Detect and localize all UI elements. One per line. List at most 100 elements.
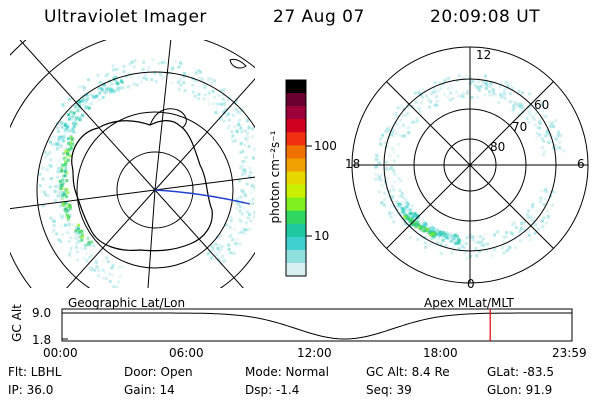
aurora-pixel xyxy=(445,234,449,238)
aurora-pixel xyxy=(253,147,255,151)
aurora-pixel xyxy=(436,89,440,93)
aurora-pixel xyxy=(65,127,69,131)
aurora-pixel xyxy=(422,226,426,230)
aurora-pixel xyxy=(541,102,545,105)
aurora-pixel xyxy=(542,216,546,220)
aurora-pixel xyxy=(541,188,545,192)
aurora-pixel xyxy=(53,189,57,193)
aurora-pixel xyxy=(451,97,455,101)
aurora-pixel xyxy=(82,85,86,89)
aurora-pixel xyxy=(390,211,394,215)
aurora-pixel xyxy=(451,246,455,250)
aurora-pixel xyxy=(485,85,489,89)
aurora-pixel xyxy=(462,76,466,80)
aurora-pixel xyxy=(414,225,418,229)
aurora-pixel xyxy=(66,231,70,235)
aurora-pixel xyxy=(513,220,516,224)
aurora-pixel xyxy=(375,154,379,158)
aurora-pixel xyxy=(227,118,231,122)
aurora-pixel xyxy=(217,258,221,262)
aurora-pixel xyxy=(430,92,434,96)
aurora-pixel xyxy=(442,234,446,238)
aurora-pixel xyxy=(383,140,387,144)
aurora-pixel xyxy=(111,90,115,94)
aurora-pixel xyxy=(118,265,122,269)
aurora-pixel xyxy=(251,202,255,205)
aurora-pixel xyxy=(519,227,523,230)
aurora-pixel xyxy=(393,180,397,184)
aurora-pixel xyxy=(410,120,414,124)
aurora-pixel xyxy=(66,204,70,208)
aurora-pixel xyxy=(554,137,558,141)
aurora-pixel xyxy=(64,132,68,136)
aurora-pixel xyxy=(391,146,395,150)
aurora-pixel xyxy=(236,231,240,235)
aurora-pixel xyxy=(47,194,51,198)
aurora-pixel xyxy=(388,213,392,217)
aurora-pixel xyxy=(527,238,531,242)
mode-info: Mode: Normal xyxy=(245,365,329,379)
aurora-pixel xyxy=(73,105,77,109)
aurora-pixel xyxy=(401,134,405,138)
lat-circle xyxy=(116,151,194,229)
aurora-pixel xyxy=(208,102,212,106)
aurora-pixel xyxy=(498,85,502,88)
aurora-pixel xyxy=(129,75,133,79)
aurora-pixel xyxy=(414,222,418,226)
aurora-pixel xyxy=(42,190,46,194)
aurora-pixel xyxy=(382,203,386,207)
aurora-pixel xyxy=(133,81,137,85)
aurora-pixel xyxy=(249,170,253,174)
aurora-pixel xyxy=(162,75,165,79)
aurora-pixel xyxy=(133,59,137,63)
aurora-pixel xyxy=(103,85,107,89)
aurora-pixel xyxy=(412,213,415,217)
gc-alt-info: GC Alt: 8.4 Re xyxy=(366,365,450,379)
aurora-pixel xyxy=(235,201,239,205)
aurora-pixel xyxy=(61,181,65,185)
aurora-pixel xyxy=(220,89,224,92)
aurora-pixel xyxy=(445,77,449,81)
aurora-pixel xyxy=(399,210,403,214)
aurora-pixel xyxy=(410,222,414,226)
aurora-pixel xyxy=(392,159,396,163)
aurora-pixel xyxy=(542,202,546,206)
aurora-pixel xyxy=(44,156,48,160)
aurora-pixel xyxy=(97,269,101,273)
aurora-pixel xyxy=(236,197,239,201)
aurora-pixel xyxy=(481,237,485,241)
aurora-pixel xyxy=(246,216,250,220)
aurora-pixel xyxy=(430,231,434,235)
aurora-pixel xyxy=(521,106,525,110)
aurora-pixel xyxy=(234,108,238,112)
aurora-pixel xyxy=(439,243,443,246)
aurora-pixel xyxy=(491,88,495,92)
aurora-pixel xyxy=(63,163,67,167)
aurora-pixel xyxy=(390,124,394,128)
aurora-pixel xyxy=(430,225,434,229)
aurora-pixel xyxy=(440,252,443,256)
aurora-pixel xyxy=(60,167,64,171)
aurora-pixel xyxy=(416,105,420,109)
aurora-pixel xyxy=(395,200,399,204)
aurora-pixel xyxy=(54,199,57,203)
aurora-pixel xyxy=(514,101,518,105)
aurora-pixel xyxy=(56,170,60,174)
aurora-pixel xyxy=(41,166,45,170)
aurora-pixel xyxy=(474,235,478,239)
aurora-pixel xyxy=(87,243,91,247)
aurora-pixel xyxy=(393,214,397,218)
aurora-pixel xyxy=(235,130,239,134)
aurora-pixel xyxy=(53,185,57,188)
aurora-pixel xyxy=(464,242,468,246)
aurora-pixel xyxy=(62,105,66,109)
aurora-pixel xyxy=(390,165,394,169)
aurora-pixel xyxy=(519,110,523,114)
aurora-pixel xyxy=(137,75,141,79)
aurora-pixel xyxy=(383,198,387,201)
aurora-pixel xyxy=(390,184,394,188)
aurora-pixel xyxy=(535,131,539,135)
aurora-pixel xyxy=(106,87,110,91)
aurora-pixel xyxy=(243,232,246,235)
aurora-pixel xyxy=(536,126,540,130)
